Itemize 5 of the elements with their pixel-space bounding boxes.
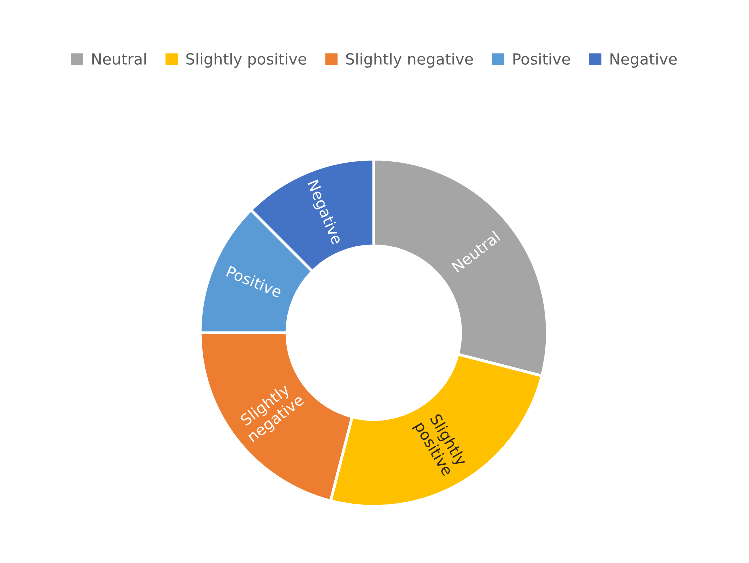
legend-label: Slightly negative bbox=[346, 53, 474, 68]
legend-label: Positive bbox=[514, 53, 570, 65]
legend-label: Neutral bbox=[92, 53, 146, 65]
legend-label: Slightly positive bbox=[186, 53, 306, 68]
legend-label: Negative bbox=[610, 53, 677, 68]
